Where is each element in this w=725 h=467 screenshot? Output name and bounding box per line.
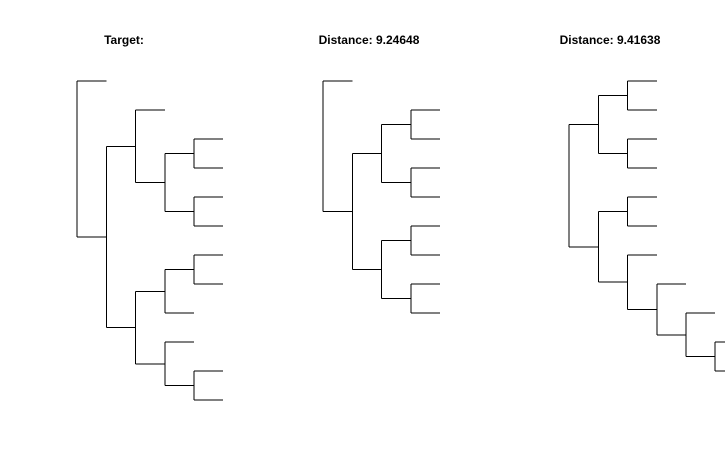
distance-tree-2 — [568, 80, 725, 372]
distance-tree-1 — [322, 80, 440, 314]
target-tree — [76, 80, 224, 401]
distance-panel-1-title: Distance: 9.24648 — [318, 33, 420, 47]
distance-panel-2-title: Distance: 9.41638 — [559, 33, 661, 47]
target-panel-title: Target: — [104, 33, 144, 47]
